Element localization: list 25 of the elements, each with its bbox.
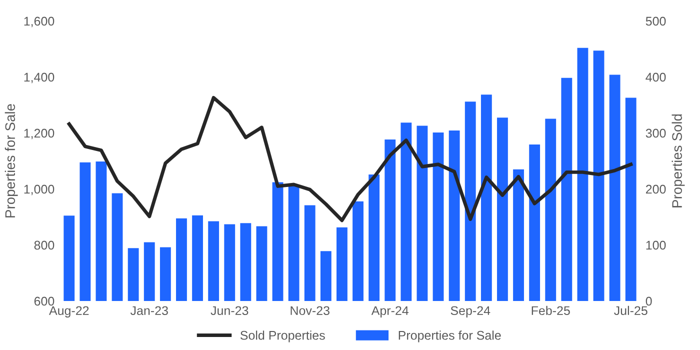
y2-axis-title: Properties Sold (672, 114, 685, 208)
x-tick-label: Jul-25 (614, 306, 648, 316)
x-tick-label: Feb-25 (532, 306, 570, 316)
x-tick-label: Aug-22 (49, 306, 89, 318)
y2-tick-label: 500 (646, 16, 666, 26)
x-tick-label: Jun-23 (210, 306, 248, 316)
y2-tick-label: 400 (646, 72, 666, 82)
y-tick-label: 600 (34, 296, 54, 306)
x-tick-label: Apr-24 (371, 306, 409, 318)
y2-tick-label: 300 (646, 128, 666, 138)
legend-label: Sold Properties (240, 330, 325, 342)
y-tick-label: 1,600 (24, 16, 54, 28)
y-tick-label: 800 (34, 240, 54, 250)
y2-tick-label: 200 (646, 184, 666, 194)
x-tick-label: Jan-23 (130, 306, 168, 316)
y-tick-label: 1,400 (24, 72, 54, 84)
y2-tick-label: 100 (646, 240, 666, 250)
line-series (67, 96, 633, 222)
x-tick-label: Nov-23 (290, 306, 330, 316)
y-tick-label: 1,200 (24, 128, 54, 140)
y-tick-label: 1,000 (24, 184, 54, 196)
legend-label: Properties for Sale (398, 330, 501, 342)
x-tick-label: Sep-24 (450, 306, 490, 318)
y2-tick-label: 0 (646, 296, 652, 306)
y-axis-title: Properties for Sale (4, 104, 18, 218)
